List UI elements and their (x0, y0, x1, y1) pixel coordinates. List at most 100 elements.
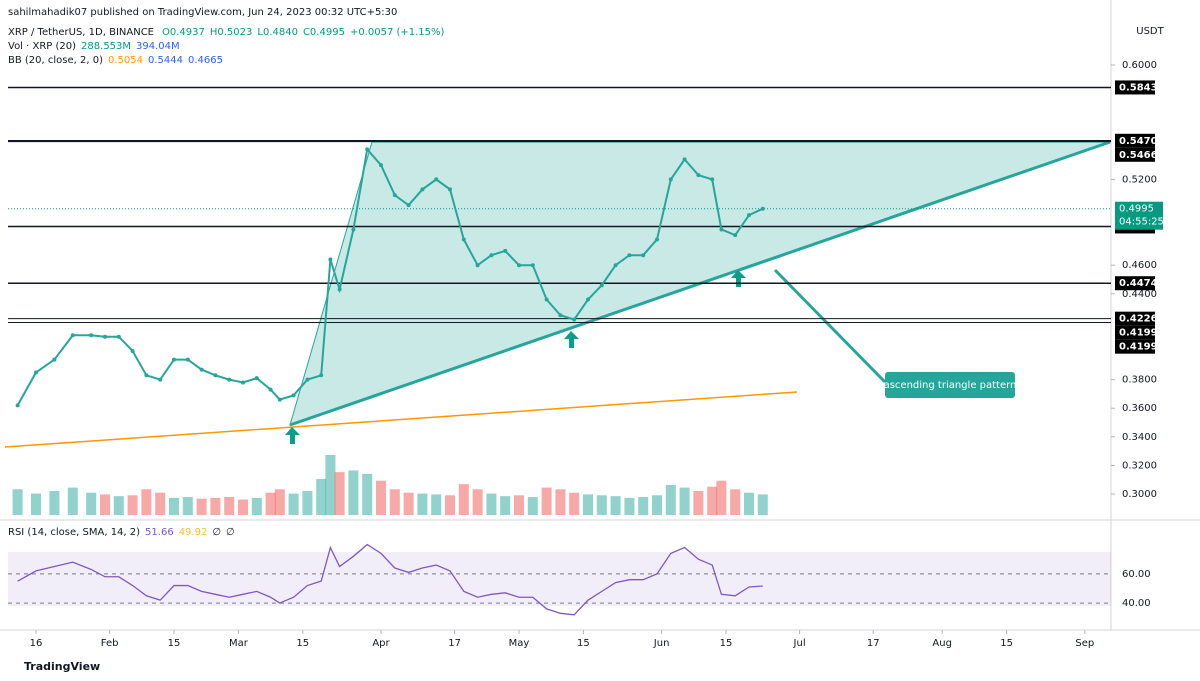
annotation: ascending triangle pattern (884, 380, 1017, 391)
price-point (319, 373, 324, 378)
volume-bar (348, 470, 359, 515)
x-tick-label: Jun (653, 638, 670, 649)
legend-item: 51.66 (145, 527, 174, 538)
legend-item: ∅ (226, 527, 235, 538)
rsi-line (17, 543, 763, 616)
price-point (254, 376, 259, 381)
price-point (710, 177, 715, 182)
level-label: 0.5466 (1119, 150, 1158, 161)
legend-item: BB (20, close, 2, 0) (8, 55, 103, 66)
legend-item: L0.4840 (257, 27, 298, 38)
price-point (719, 227, 724, 232)
orange-trendline (4, 391, 798, 448)
volume-bar (744, 492, 754, 515)
volume-bar (693, 491, 704, 515)
volume-bar (486, 493, 497, 515)
arrow (564, 331, 579, 348)
volume-bar (403, 492, 414, 515)
volume-bar (458, 484, 469, 515)
x-tick-label: May (509, 638, 530, 649)
price-point (641, 253, 646, 258)
price-point (241, 380, 245, 385)
volume-bar (652, 495, 662, 515)
price-point (34, 370, 38, 375)
legend-item: Vol · XRP (20) (8, 41, 76, 52)
price-point (503, 248, 508, 253)
level-label-box (1115, 133, 1155, 148)
level-label: 0.5843 (1119, 82, 1158, 93)
legend-item: 0.5054 (108, 55, 143, 66)
volume-bar (127, 495, 138, 515)
volume-bar (500, 496, 511, 515)
symbol: XRP / TetherUS, 1D, BINANCE (8, 27, 154, 38)
volume-bar (431, 494, 442, 515)
legend-item: 0.4665 (188, 55, 223, 66)
rsi-tick-label: 60.00 (1122, 569, 1151, 580)
volume-bar (730, 489, 741, 515)
price-point (530, 263, 535, 268)
price-point (392, 193, 397, 198)
volume-bar (376, 480, 386, 515)
volume-bar (596, 495, 607, 515)
price-point (733, 233, 738, 238)
y-tick-label: 0.3000 (1122, 489, 1157, 500)
x-tick-label: 15 (720, 638, 733, 649)
volume-bar (757, 494, 768, 515)
price-point (89, 333, 94, 338)
price-point (15, 403, 20, 408)
volume-bar (325, 455, 336, 515)
level-label: 0.4474 (1119, 278, 1158, 289)
volume-bar (707, 486, 718, 515)
last-price-box (1115, 201, 1163, 230)
legend-item: C0.4995 (303, 27, 345, 38)
volume-bar (31, 493, 41, 515)
price-point (52, 357, 57, 362)
volume-bar (113, 496, 124, 515)
volume-bar (86, 492, 97, 515)
level-label-box (1115, 311, 1155, 326)
x-tick-label: 17 (867, 638, 880, 649)
price-point (627, 253, 632, 258)
price-point (337, 287, 342, 292)
price-point (277, 397, 282, 402)
volume-bar (182, 497, 193, 515)
annotation-box (885, 372, 1015, 398)
price-point (517, 263, 521, 268)
price-point (291, 393, 296, 398)
price-point (461, 237, 466, 242)
volume-bar (472, 489, 483, 515)
price-point (351, 227, 356, 232)
price-point (172, 357, 176, 362)
price-point (572, 317, 577, 322)
volume-bar (362, 473, 373, 515)
x-tick-label: Apr (372, 638, 390, 649)
volume-bar (155, 492, 166, 515)
x-tick-label: 15 (1000, 638, 1013, 649)
volume-bar (334, 472, 345, 515)
level-label: 0.4199 (1119, 328, 1158, 339)
price-point (185, 357, 190, 362)
price-point (613, 263, 618, 268)
legend-item: +0.0057 (+1.15%) (350, 27, 445, 38)
y-tick-label: 0.3600 (1122, 403, 1157, 414)
price-point (586, 297, 590, 302)
price-point (420, 187, 425, 192)
volume-bar (514, 495, 524, 515)
volume-bar (196, 498, 207, 515)
price-point (144, 373, 149, 378)
arrow (731, 270, 746, 287)
x-tick-label: Mar (229, 638, 249, 649)
legend-item: 394.04M (136, 41, 180, 52)
volume-bar (302, 491, 313, 515)
x-tick-label: 15 (168, 638, 181, 649)
volume-bar (238, 499, 248, 515)
price-point (158, 377, 163, 382)
price-point (760, 206, 765, 211)
legend-item: ∅ (212, 527, 221, 538)
volume-bar (169, 497, 179, 515)
price-point (599, 283, 604, 288)
volume-bar (224, 497, 235, 515)
y-tick-label: 0.3200 (1122, 460, 1157, 471)
